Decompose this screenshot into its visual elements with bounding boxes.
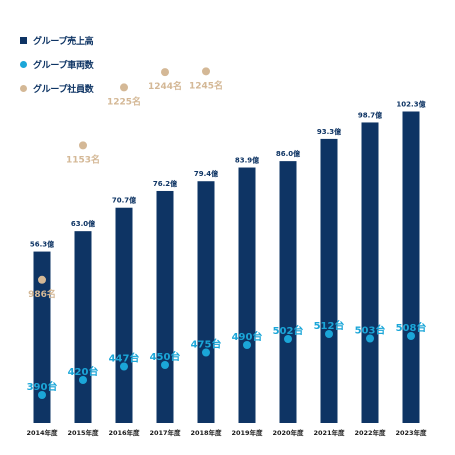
vehicle-point: [79, 376, 87, 384]
bar-label-group: 56.3億 63.0億 70.7億 76.2億 79.4億 83.9億 86.0億 93.3億…: [30, 99, 426, 248]
vehicle-value-label: 390台: [27, 380, 58, 393]
bar-group: [33, 111, 420, 424]
legend-item-vehicles: グループ車両数: [20, 52, 94, 76]
vehicle-value-label: 475台: [191, 338, 222, 351]
bar: [320, 138, 338, 424]
x-tick-label: 2014年度: [26, 428, 58, 437]
bar-value-label: 86.0億: [276, 149, 300, 158]
legend: グループ売上高 グループ車両数 グループ社員数: [20, 28, 94, 100]
bar-value-label: 79.4億: [194, 169, 218, 178]
bar: [33, 251, 51, 423]
vehicle-point: [407, 332, 415, 340]
x-tick-label: 2017年度: [149, 428, 181, 437]
legend-label-employees: グループ社員数: [33, 84, 94, 95]
vehicle-point: [38, 391, 46, 399]
bar-value-label: 98.7億: [358, 110, 382, 119]
vehicle-value-label: 512台: [314, 319, 345, 332]
employee-point-group: 986名1153名1225名1244名1245名1396名1481名1387名1…: [28, 67, 223, 300]
employee-point: [79, 141, 87, 150]
employee-point: [38, 275, 46, 284]
x-tick-label: 2023年度: [395, 428, 427, 437]
vehicle-value-label: 502台: [273, 324, 304, 337]
employee-value-label: 986名: [28, 288, 56, 300]
vehicle-point: [202, 348, 210, 357]
bar-value-label: 76.2億: [153, 179, 177, 188]
bar: [156, 190, 174, 423]
bar-value-label: 70.7億: [112, 196, 136, 205]
vehicle-value-label: 503台: [355, 324, 386, 337]
employee-point: [161, 68, 169, 77]
bar-value-label: 56.3億: [30, 240, 54, 249]
x-tick-label: 2022年度: [354, 428, 386, 437]
vehicle-value-label: 420台: [68, 365, 99, 378]
bar-value-label: 83.9億: [235, 156, 259, 165]
x-tick-label: 2021年度: [313, 428, 345, 437]
vehicle-value-label: 490台: [232, 330, 263, 343]
bar: [361, 122, 379, 424]
vehicle-value-label: 450台: [150, 350, 181, 363]
legend-marker-sales: [20, 36, 27, 44]
vehicle-value-label: 508台: [396, 321, 427, 334]
vehicle-point: [366, 334, 374, 343]
bar: [197, 181, 215, 423]
bar-value-label: 102.3億: [396, 99, 425, 108]
vehicle-point: [284, 335, 292, 343]
legend-marker-vehicles: [20, 60, 27, 68]
legend-item-sales: グループ売上高: [20, 28, 94, 52]
bar: [74, 231, 92, 423]
legend-label-vehicles: グループ車両数: [33, 60, 94, 71]
legend-item-employees: グループ社員数: [20, 76, 94, 100]
x-tick-label: 2015年度: [67, 428, 99, 437]
vehicle-point: [325, 330, 333, 338]
employee-value-label: 1225名: [107, 95, 141, 107]
vehicle-point: [120, 362, 128, 371]
employee-value-label: 1153名: [66, 153, 100, 165]
legend-marker-employees: [20, 84, 27, 92]
legend-label-sales: グループ売上高: [33, 36, 94, 47]
vehicle-point: [243, 341, 251, 349]
x-tick-label: 2018年度: [190, 428, 222, 437]
employee-point: [202, 67, 210, 76]
employee-point: [120, 83, 128, 92]
x-tick-label: 2020年度: [272, 428, 304, 437]
x-tick-label: 2019年度: [231, 428, 263, 437]
vehicle-point: [161, 361, 169, 369]
vehicle-point-group: 390台 420台 447台 450台 475台 490台 502台 512台 503台 508台: [27, 319, 427, 399]
bar-value-label: 93.3億: [317, 127, 341, 136]
bar-value-label: 63.0億: [71, 219, 95, 228]
employee-value-label: 1244名: [148, 80, 182, 92]
x-axis-tick-group: 2014年度 2015年度 2016年度 2017年度 2018年度 2019年度 2020…: [26, 428, 427, 437]
bar: [238, 167, 256, 423]
vehicle-value-label: 447台: [109, 352, 140, 365]
employee-value-label: 1245名: [189, 79, 223, 91]
x-tick-label: 2016年度: [108, 428, 140, 437]
bar: [279, 161, 297, 423]
bar: [402, 111, 420, 424]
bar: [115, 207, 133, 423]
